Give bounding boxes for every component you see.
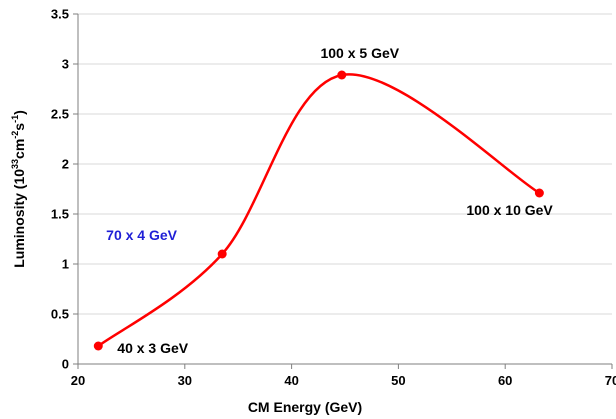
y-axis-title-sup: 33 [10, 159, 20, 169]
y-axis-title-part: Luminosity (10 [11, 169, 27, 268]
gridlines [78, 13, 612, 315]
y-tick-label: 3 [62, 57, 69, 72]
x-tick-label: 40 [284, 373, 298, 388]
y-tick-label: 2.5 [51, 107, 69, 122]
data-point-label: 100 x 5 GeV [320, 45, 399, 61]
y-tick-label: 1.5 [51, 207, 69, 222]
x-tick-label: 30 [178, 373, 192, 388]
y-tick-label: 0.5 [51, 307, 69, 322]
y-tick-label: 3.5 [51, 7, 69, 22]
axes [77, 14, 612, 365]
x-tick-label: 70 [605, 373, 616, 388]
data-point [93, 341, 103, 351]
y-axis-title-part: cm [11, 139, 27, 159]
point-labels: 40 x 3 GeV 70 x 4 GeV 100 x 5 GeV 100 x 10 … [106, 45, 553, 356]
series-group [93, 70, 544, 351]
y-axis-title-sup: -2 [10, 131, 20, 139]
data-point-label: 40 x 3 GeV [117, 340, 188, 356]
data-point-label: 70 x 4 GeV [106, 227, 177, 243]
y-tick-label: 0 [62, 357, 69, 372]
data-point [337, 70, 347, 80]
x-tick-label: 50 [391, 373, 405, 388]
y-axis-title-sup: -1 [10, 115, 20, 123]
data-point [217, 249, 227, 259]
x-tick-label: 20 [71, 373, 85, 388]
data-point-label: 100 x 10 GeV [466, 202, 553, 218]
y-axis-title-part: s [11, 123, 27, 131]
x-axis-title: CM Energy (GeV) [248, 399, 362, 415]
luminosity-line [97, 73, 541, 348]
x-tick-label: 60 [498, 373, 512, 388]
y-axis-title-part: ) [11, 110, 27, 115]
data-point [534, 188, 544, 198]
y-tick-labels: 0 0.5 1 1.5 2 2.5 3 3.5 [51, 7, 78, 372]
x-tick-labels: 20 30 40 50 60 70 [71, 364, 616, 388]
y-axis-title: Luminosity (1033cm-2s-1) [10, 110, 27, 268]
y-tick-label: 1 [62, 257, 69, 272]
y-tick-label: 2 [62, 157, 69, 172]
